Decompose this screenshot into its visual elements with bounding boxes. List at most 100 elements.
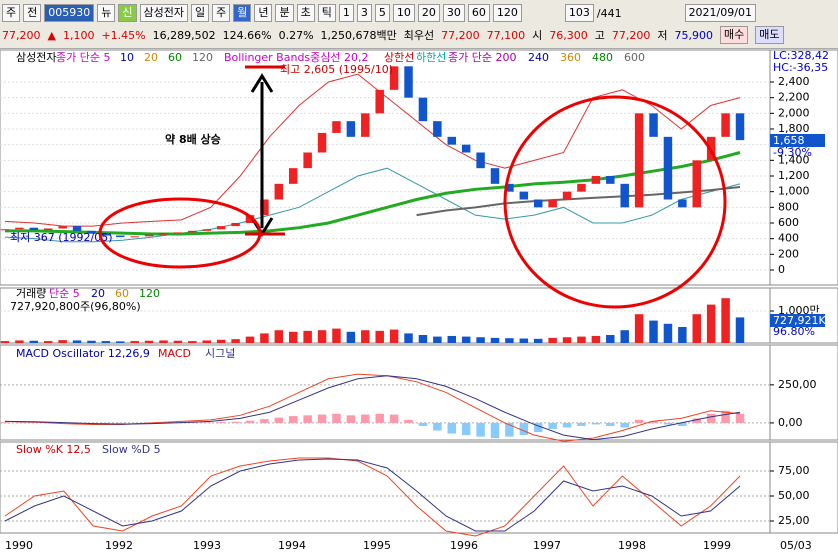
line — [4, 167, 741, 243]
legend-entry: 삼성전자 — [16, 51, 56, 64]
count: 103 — [564, 4, 594, 22]
candle — [216, 226, 226, 230]
x-tick-label: 1994 — [278, 539, 306, 552]
y-tick-label: 0,00 — [778, 416, 803, 429]
line — [4, 73, 741, 227]
candle — [58, 226, 67, 229]
toolbar-button[interactable]: 년 — [254, 4, 273, 22]
toolbar-button[interactable]: 5 — [374, 4, 390, 22]
volume-bar — [87, 340, 96, 343]
candle — [433, 121, 442, 137]
candle — [418, 97, 428, 122]
legend-entry: 360 — [560, 51, 581, 64]
y-tick-label: 1,000 — [778, 185, 810, 198]
oscillator-bar — [505, 422, 514, 437]
toolbar-button[interactable]: 월 — [233, 4, 252, 22]
toolbar-button[interactable]: 삼성전자 — [139, 4, 188, 22]
legend-entry: 480 — [592, 51, 613, 64]
quote-price: 77,200 — [2, 28, 41, 42]
oscillator-bar — [231, 421, 240, 423]
oscillator-bar — [274, 417, 284, 423]
oscillator-bar — [202, 422, 212, 423]
oscillator-bar — [663, 422, 673, 425]
oscillator-bar — [562, 422, 572, 428]
volume-bar — [274, 330, 284, 343]
toolbar-button[interactable]: 분 — [275, 4, 294, 22]
quote-sell[interactable]: 매도 — [755, 26, 784, 44]
toolbar-button[interactable]: 30 — [442, 4, 465, 22]
candle — [130, 236, 139, 238]
candle — [577, 183, 586, 192]
volume-bar — [375, 330, 384, 343]
toolbar-button[interactable]: 틱 — [317, 4, 336, 22]
volume-bar — [548, 337, 557, 343]
oscillator-bar — [389, 414, 399, 423]
volume-bar — [649, 320, 658, 343]
oscillator-bar — [346, 415, 356, 423]
toolbar-button[interactable]: 10 — [392, 4, 415, 22]
candle — [144, 234, 154, 237]
quote-low: 75,900 — [674, 28, 714, 42]
toolbar-button[interactable]: 신 — [118, 4, 137, 22]
toolbar-button[interactable]: 주 — [212, 4, 231, 22]
candle — [274, 183, 284, 200]
volume-bar — [591, 335, 601, 343]
oscillator-bar — [245, 420, 255, 423]
volume-bar — [389, 329, 399, 343]
oscillator-bar — [447, 422, 457, 434]
oscillator-bar — [606, 422, 615, 426]
candle — [389, 66, 399, 90]
candle — [317, 132, 327, 153]
oscillator-bar — [721, 410, 730, 423]
candle — [663, 136, 673, 200]
y-tick-label: 2,000 — [778, 106, 810, 119]
toolbar-button[interactable]: 005930 — [44, 4, 95, 22]
volume-bar — [577, 336, 586, 343]
toolbar-button[interactable]: 3 — [356, 4, 372, 22]
label: 727,920,800주(96,80%) — [10, 300, 141, 313]
oscillator-bar — [101, 422, 111, 424]
quote-buy[interactable]: 매수 — [720, 26, 749, 44]
toolbar-button[interactable]: 20 — [417, 4, 440, 22]
toolbar-button[interactable]: 전 — [23, 4, 42, 22]
toolbar-button[interactable]: 주 — [2, 4, 21, 22]
toolbar-button[interactable]: 60 — [467, 4, 490, 22]
y-tick-label: 50,00 — [778, 489, 810, 502]
volume-bar — [303, 330, 312, 343]
legend-entry: 60 — [115, 287, 129, 300]
candle — [303, 152, 312, 169]
y-tick-label: 1,200 — [778, 169, 810, 182]
legend-entry: 10 — [120, 51, 134, 64]
quote-high-label: 고 — [594, 29, 605, 42]
volume-bar — [361, 330, 370, 343]
x-tick-label: 1990 — [5, 539, 33, 552]
toolbar-button[interactable]: 1 — [338, 4, 354, 22]
oscillator-bar — [649, 421, 658, 423]
toolbar-button[interactable]: 초 — [296, 4, 315, 22]
label: LC:328,42 — [773, 49, 829, 62]
volume-bar — [533, 338, 543, 343]
y-tick-label: 250,00 — [778, 378, 817, 391]
toolbar-button[interactable]: 일 — [190, 4, 210, 22]
highlight — [98, 197, 262, 269]
candle — [245, 215, 255, 223]
candle — [562, 191, 572, 200]
volume-bar — [260, 333, 269, 343]
label: 727,921K — [773, 314, 826, 327]
label: -9.30% — [773, 146, 812, 159]
candle — [505, 183, 514, 192]
toolbar-button[interactable]: 뉴 — [97, 4, 116, 22]
panel — [0, 49, 771, 286]
axis-panel — [769, 49, 838, 286]
y-tick-label: 1,000만 — [778, 304, 820, 317]
legend-entry: Bollinger Bands중심선 20,2 — [224, 51, 369, 64]
label: HC:-36,35 — [773, 61, 828, 74]
y-tick-label: 0 — [778, 263, 785, 276]
oscillator-bar — [548, 422, 557, 430]
volume-bar — [735, 317, 745, 343]
oscillator-bar — [116, 422, 125, 424]
toolbar-row: 주 전 005930 뉴 신 삼성전자 일 주 월 년 분 초 틱 1 3 5 10 20 30 60 120 103/4… — [2, 3, 756, 23]
oscillator-bar — [260, 419, 269, 423]
toolbar: 주 전 005930 뉴 신 삼성전자 일 주 월 년 분 초 틱 1 3 5 10 20 30 60 120 103/4… — [0, 0, 838, 49]
toolbar-button[interactable]: 120 — [492, 4, 522, 22]
